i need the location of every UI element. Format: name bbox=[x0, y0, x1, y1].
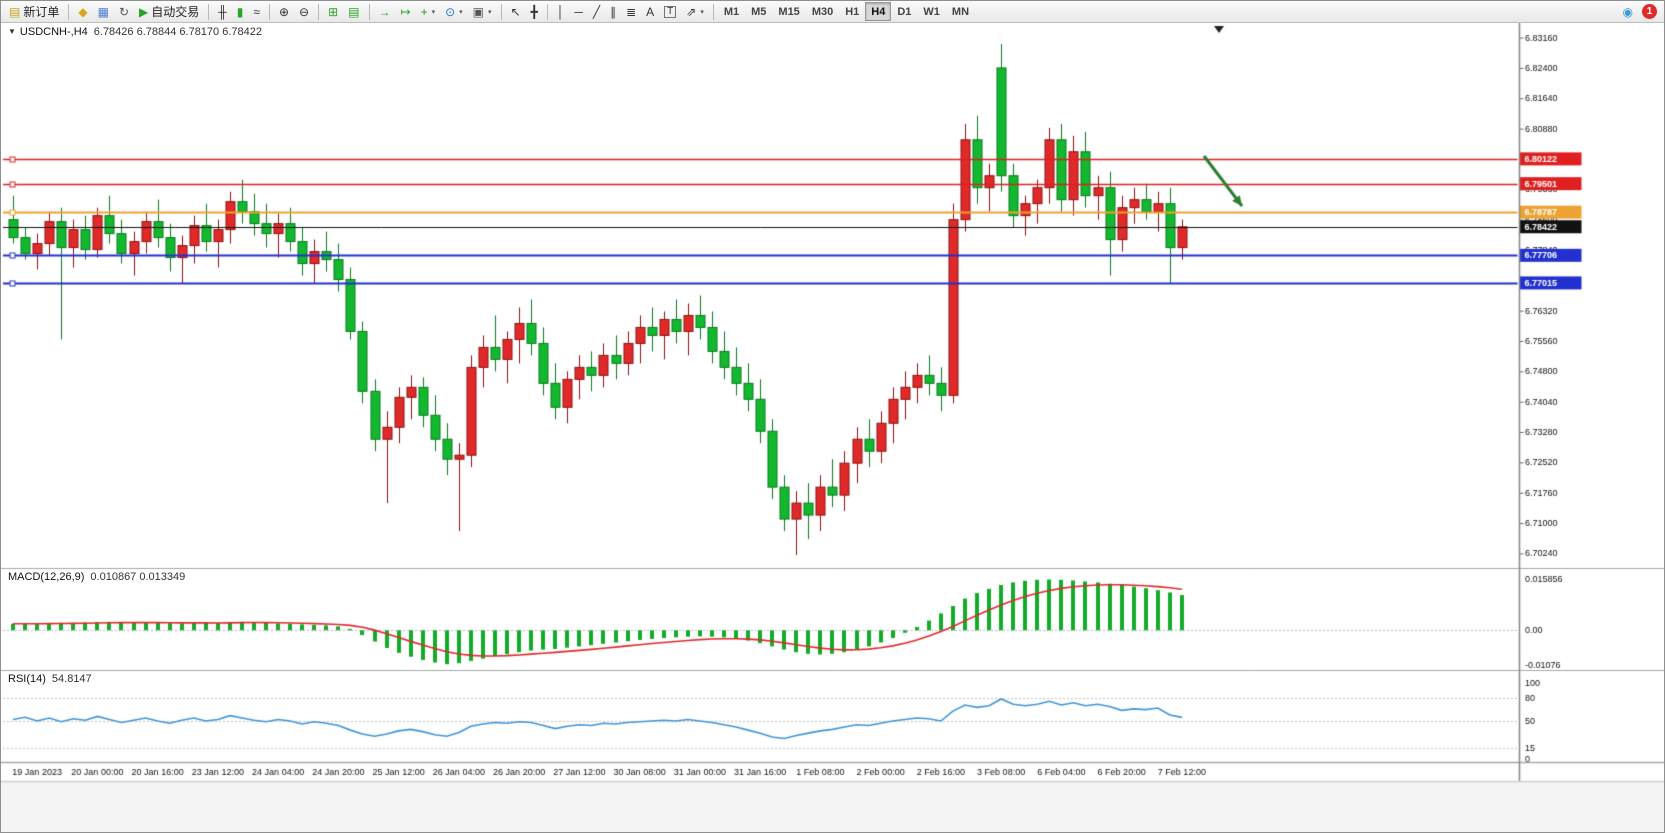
toolbar-right-group: ◉ 1 bbox=[1618, 2, 1661, 21]
period-icon: ⊙ bbox=[445, 4, 456, 19]
chart-shift-icon: ↦ bbox=[400, 4, 411, 19]
toolbar-separator bbox=[368, 3, 370, 20]
vertical-line-icon: │ bbox=[556, 4, 565, 19]
auto-trading-icon: ▶ bbox=[139, 4, 149, 19]
dropdown-caret-icon: ▾ bbox=[700, 8, 704, 16]
dropdown-caret-icon: ▾ bbox=[459, 8, 463, 16]
toolbar-separator bbox=[500, 3, 502, 20]
chart-ohlc-values: 6.78426 6.78844 6.78170 6.78422 bbox=[93, 26, 262, 38]
text-icon: A bbox=[646, 4, 655, 19]
toolbar-separator bbox=[546, 3, 548, 20]
collapse-chart-icon[interactable]: ▼ bbox=[8, 27, 16, 36]
timeframe-m30[interactable]: M30 bbox=[811, 5, 834, 18]
toolbar-separator bbox=[268, 3, 270, 20]
trendline-button[interactable]: ╱ bbox=[589, 2, 604, 21]
chart-title-bar: ▼ USDCNH-,H4 6.78426 6.78844 6.78170 6.784… bbox=[8, 26, 262, 38]
new-order-icon: ▤ bbox=[9, 4, 21, 19]
candlestick-button[interactable]: ▮ bbox=[233, 2, 248, 21]
refresh-button[interactable]: ↻ bbox=[115, 2, 133, 21]
community-icon: ◉ bbox=[1622, 4, 1633, 19]
text-label-icon: T bbox=[664, 5, 677, 18]
tile-windows-button[interactable]: ⊞ bbox=[324, 2, 342, 21]
cascade-windows-icon: ▤ bbox=[348, 4, 360, 19]
auto-scroll-icon: → bbox=[378, 4, 391, 19]
market-watch-icon: ◆ bbox=[78, 4, 88, 19]
candlestick-icon: ▮ bbox=[236, 4, 244, 19]
macd-indicator-name: MACD(12,26,9) bbox=[8, 571, 85, 583]
zoom-in-icon: ⊕ bbox=[278, 4, 290, 19]
main-toolbar: ▤ 新订单 ◆ ▦ ↻ ▶ 自动交易 ╫ ▮ ≈ ⊕ ⊖ ⊞ ▤ → ↦ + ▾ ⊙ ▾ ▣ ▾ ↖ ╋ │ ─ ╱ ∥ ≣ A T ⇗ ▾ M1… bbox=[1, 1, 1664, 23]
fibonacci-button[interactable]: ≣ bbox=[622, 2, 640, 21]
arrows-button[interactable]: ⇗ ▾ bbox=[682, 2, 708, 21]
auto-trading-button-label: 自动交易 bbox=[151, 5, 200, 19]
text-label-button[interactable]: T bbox=[660, 2, 680, 21]
ohlc-bars-icon: ╫ bbox=[218, 4, 227, 19]
timeframe-m5[interactable]: M5 bbox=[751, 5, 767, 18]
fibonacci-icon: ≣ bbox=[626, 4, 637, 19]
trendline-icon: ╱ bbox=[592, 4, 601, 19]
timeframe-m1[interactable]: M1 bbox=[723, 5, 740, 18]
price-chart-canvas[interactable] bbox=[1, 23, 1664, 832]
ohlc-bars-button[interactable]: ╫ bbox=[214, 2, 231, 21]
add-indicator-button[interactable]: + ▾ bbox=[417, 2, 440, 21]
timeframe-d1[interactable]: D1 bbox=[897, 5, 912, 18]
auto-trading-button[interactable]: ▶ 自动交易 bbox=[135, 2, 203, 21]
timeframe-mn[interactable]: MN bbox=[951, 5, 970, 18]
template-button[interactable]: ▣ ▾ bbox=[469, 2, 496, 21]
community-button[interactable]: ◉ bbox=[1619, 2, 1637, 21]
template-icon: ▣ bbox=[472, 4, 485, 19]
horizontal-line-button[interactable]: ─ bbox=[570, 2, 587, 21]
text-button[interactable]: A bbox=[642, 2, 658, 21]
dropdown-caret-icon: ▾ bbox=[431, 8, 436, 16]
macd-indicator-values: 0.010867 0.013349 bbox=[90, 571, 186, 583]
rsi-panel-label: RSI(14) 54.8147 bbox=[8, 673, 92, 685]
zoom-out-button[interactable]: ⊖ bbox=[295, 2, 313, 21]
equidistant-channel-button[interactable]: ∥ bbox=[606, 2, 620, 21]
timeframe-h4[interactable]: H4 bbox=[865, 2, 892, 21]
toolbar-separator bbox=[712, 3, 714, 20]
arrows-icon: ⇗ bbox=[686, 4, 697, 19]
new-order-button[interactable]: ▤ 新订单 bbox=[5, 2, 63, 21]
crosshair-button[interactable]: ╋ bbox=[527, 2, 542, 21]
toolbar-separator bbox=[208, 3, 210, 20]
macd-panel-label: MACD(12,26,9) 0.010867 0.013349 bbox=[8, 571, 185, 583]
cursor-button[interactable]: ↖ bbox=[507, 2, 525, 21]
add-indicator-icon: + bbox=[420, 4, 428, 19]
rsi-indicator-name: RSI(14) bbox=[8, 673, 46, 685]
line-chart-icon: ≈ bbox=[253, 4, 260, 19]
dropdown-caret-icon: ▾ bbox=[488, 8, 492, 16]
new-order-button-label: 新订单 bbox=[23, 5, 60, 19]
auto-scroll-button[interactable]: → bbox=[375, 2, 395, 21]
zoom-in-button[interactable]: ⊕ bbox=[275, 2, 293, 21]
notifications-button[interactable]: 1 bbox=[1642, 4, 1657, 19]
timeframe-m15[interactable]: M15 bbox=[778, 5, 800, 18]
zoom-out-icon: ⊖ bbox=[299, 4, 310, 19]
cascade-windows-button[interactable]: ▤ bbox=[344, 2, 363, 21]
period-button[interactable]: ⊙ ▾ bbox=[441, 2, 467, 21]
chart-shift-button[interactable]: ↦ bbox=[397, 2, 415, 21]
navigator-button[interactable]: ▦ bbox=[94, 2, 113, 21]
timeframe-h1[interactable]: H1 bbox=[845, 5, 860, 18]
equidistant-channel-icon: ∥ bbox=[610, 4, 617, 19]
cursor-icon: ↖ bbox=[510, 4, 521, 19]
line-chart-button[interactable]: ≈ bbox=[249, 2, 264, 21]
vertical-line-button[interactable]: │ bbox=[553, 2, 569, 21]
toolbar-separator bbox=[318, 3, 320, 20]
tile-windows-icon: ⊞ bbox=[328, 4, 339, 19]
navigator-icon: ▦ bbox=[97, 4, 109, 19]
market-watch-button[interactable]: ◆ bbox=[74, 2, 91, 21]
chart-symbol-period: USDCNH-,H4 bbox=[19, 26, 88, 38]
crosshair-icon: ╋ bbox=[530, 4, 538, 19]
toolbar-separator bbox=[68, 3, 70, 20]
horizontal-line-icon: ─ bbox=[574, 4, 583, 19]
refresh-icon: ↻ bbox=[118, 4, 129, 19]
timeframe-w1[interactable]: W1 bbox=[923, 5, 940, 18]
rsi-indicator-value: 54.8147 bbox=[51, 673, 92, 685]
